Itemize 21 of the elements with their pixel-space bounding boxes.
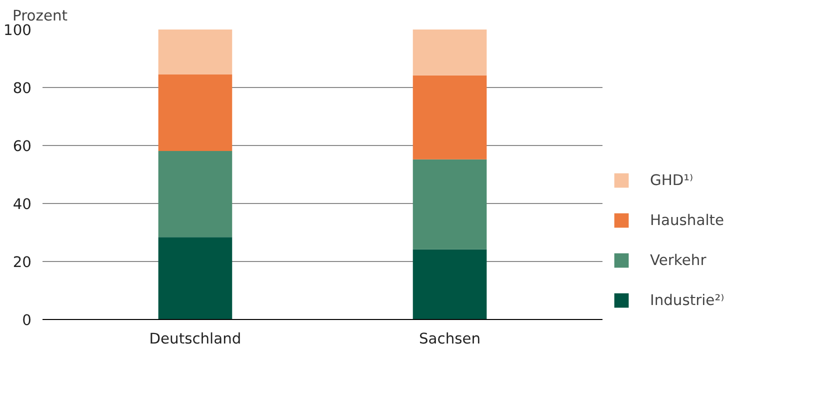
- legend-label: Verkehr: [650, 252, 706, 268]
- y-axis-title: Prozent: [12, 8, 68, 24]
- y-tick-label: 80: [12, 80, 32, 97]
- bar: [158, 74, 232, 152]
- bar: [158, 151, 232, 238]
- legend-label: GHD¹⁾: [650, 172, 694, 188]
- bar: [412, 249, 487, 320]
- y-tick-label: 40: [12, 196, 32, 213]
- bar: [158, 237, 232, 320]
- y-tick-label: 20: [12, 254, 32, 271]
- bar: [412, 75, 487, 160]
- bar: [412, 159, 487, 250]
- x-tick-label: Sachsen: [418, 330, 481, 348]
- y-tick-label: 100: [4, 22, 32, 39]
- bar: [158, 30, 232, 74]
- bar: [412, 30, 487, 76]
- y-tick-label: 60: [12, 138, 32, 155]
- x-tick-label: Deutschland: [149, 330, 242, 348]
- y-tick-label: 0: [22, 312, 32, 329]
- legend-label: Industrie²⁾: [650, 292, 724, 308]
- legend-label: Haushalte: [650, 212, 724, 228]
